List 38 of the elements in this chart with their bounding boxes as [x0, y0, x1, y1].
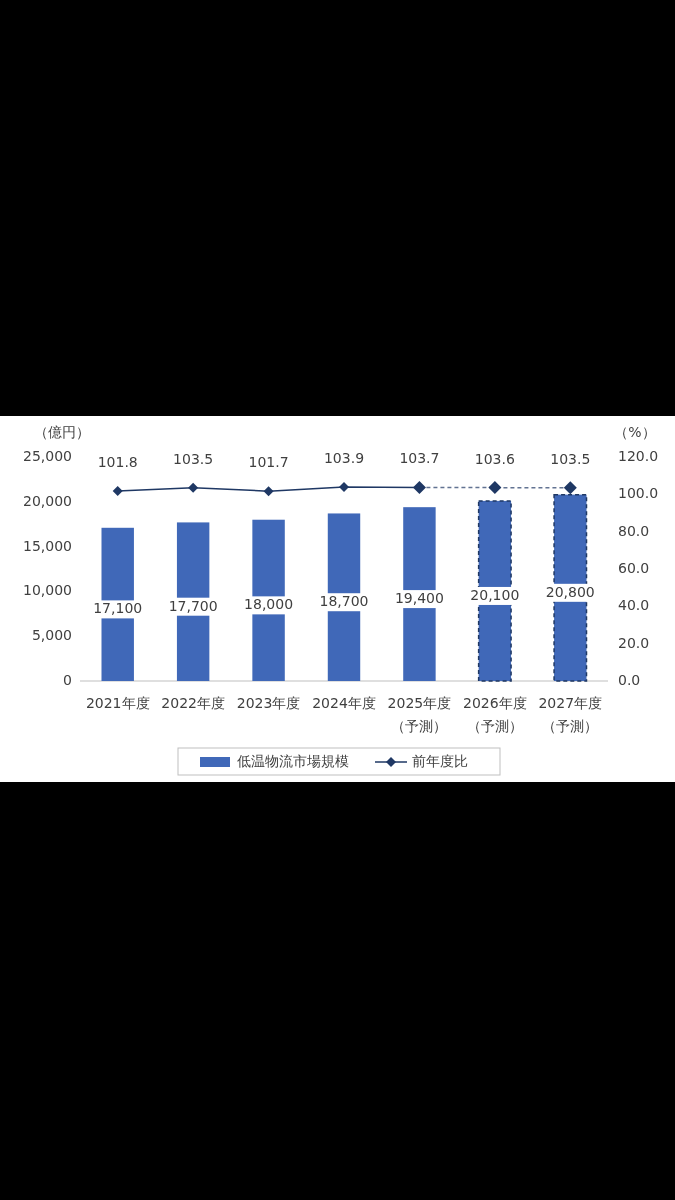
y-tick-label: 15,000: [23, 537, 72, 554]
y-tick-label: 25,000: [23, 448, 72, 464]
data-label: 103.5: [550, 450, 591, 467]
data-label: 101.7: [248, 454, 289, 471]
y2-tick-label: 40.0: [618, 597, 650, 614]
x-tick-label: 2027年度（予測）: [538, 695, 603, 734]
y-tick-label: 0: [63, 672, 72, 688]
data-label: 17,100: [93, 600, 143, 617]
data-label: 18,000: [244, 596, 294, 613]
data-label: 103.5: [173, 450, 214, 467]
y2-tick-label: 0.0: [618, 672, 641, 688]
x-tick-label: 2026年度（予測）: [463, 695, 527, 734]
x-tick-label: 2023年度: [236, 695, 301, 711]
y2-tick-label: 60.0: [618, 560, 650, 576]
y-tick-label: 5,000: [31, 627, 72, 644]
x-tick-label: 2021年度: [85, 695, 150, 711]
data-label: 20,100: [470, 586, 520, 603]
x-tick-label: 2022年度: [161, 695, 225, 711]
data-label: 17,700: [168, 597, 218, 614]
y-tick-label: 20,000: [23, 492, 72, 509]
y2-tick-label: 100.0: [618, 485, 659, 502]
y2-tick-label: 20.0: [618, 634, 650, 651]
x-tick-label: 2025年度（予測）: [387, 695, 452, 734]
data-label: 103.7: [399, 450, 440, 467]
data-label: 101.8: [97, 453, 138, 470]
data-label: 19,400: [394, 590, 444, 607]
data-label: 18,700: [319, 593, 369, 610]
y2-tick-label: 80.0: [618, 522, 650, 539]
data-label: 20,800: [545, 583, 595, 600]
legend-label: 低温物流市場規模: [237, 753, 349, 769]
legend-label: 前年度比: [412, 753, 468, 769]
y-tick-label: 10,000: [23, 582, 72, 599]
y-axis-title: （億円）: [34, 424, 90, 440]
data-label: 103.6: [474, 450, 515, 467]
data-label: 103.9: [323, 450, 365, 467]
x-tick-label: 2024年度: [312, 695, 376, 711]
y2-axis-title: （%）: [614, 424, 656, 440]
y2-tick-label: 120.0: [618, 448, 659, 464]
